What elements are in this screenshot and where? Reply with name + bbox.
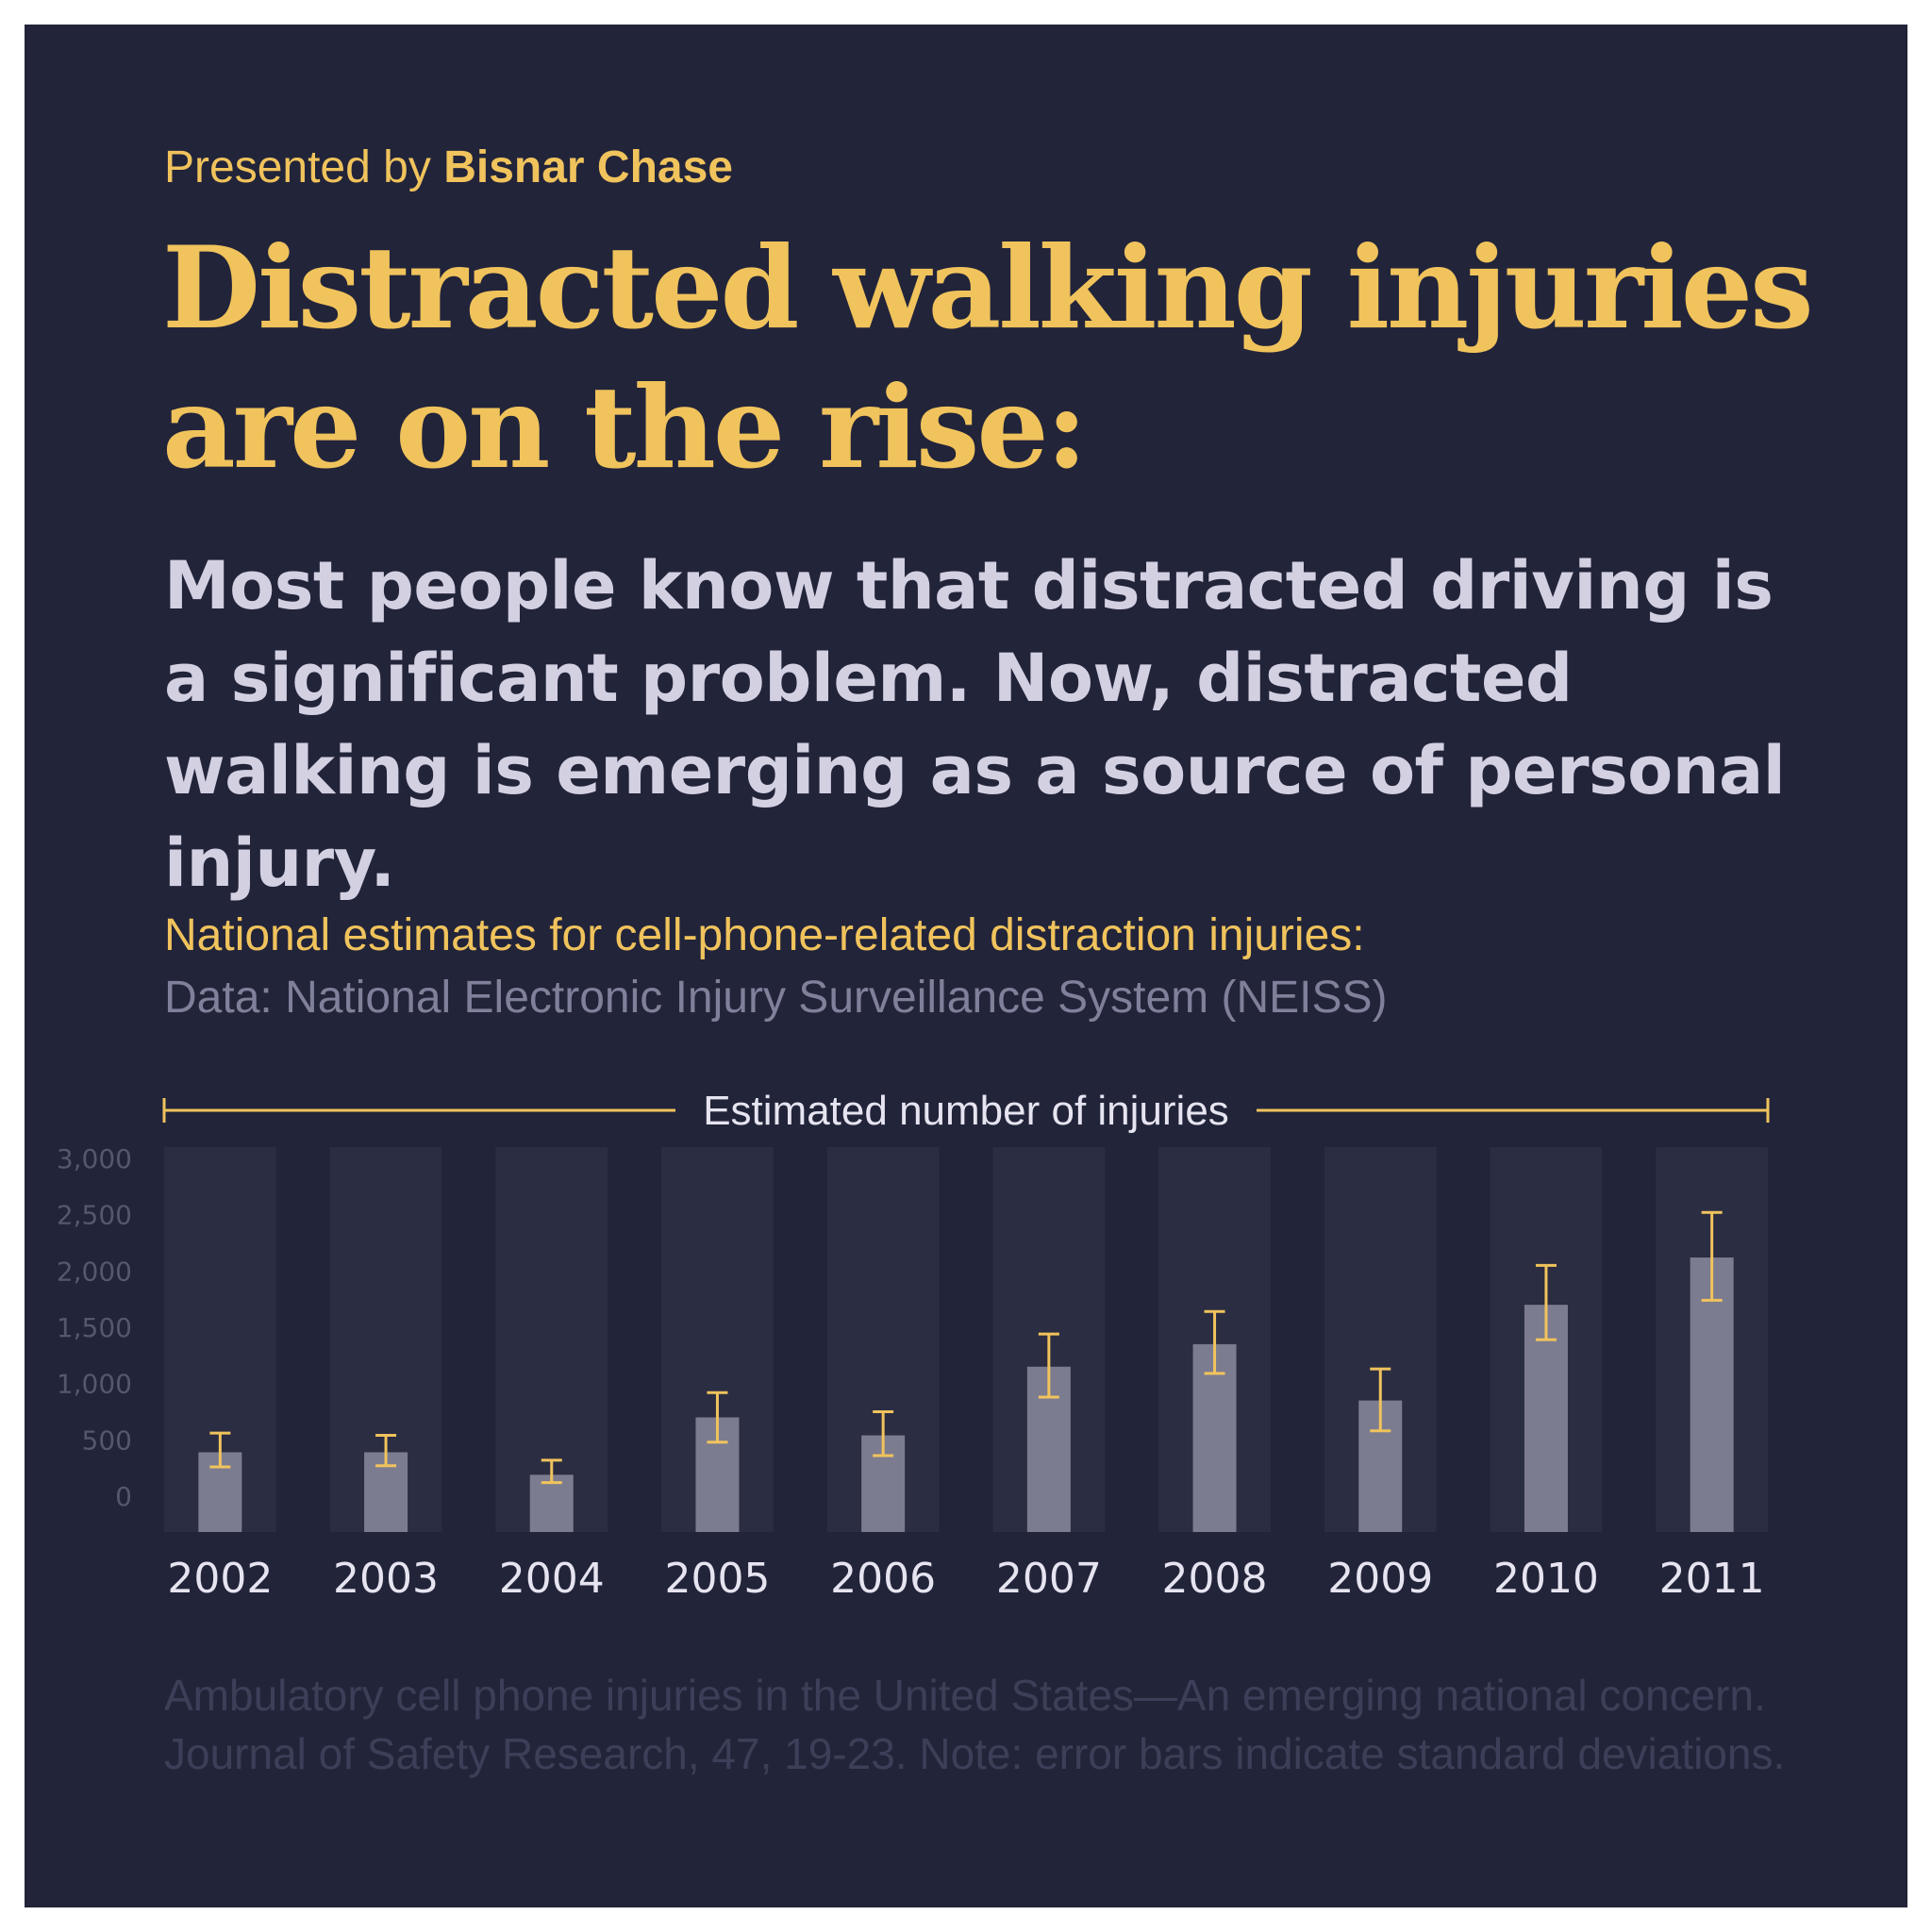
error-bar-2011 xyxy=(1701,1210,1723,1302)
y-tick-label: 0 xyxy=(115,1481,132,1512)
x-tick-label: 2006 xyxy=(830,1555,936,1603)
x-tick-label: 2009 xyxy=(1327,1555,1433,1603)
presented-prefix: Presented by xyxy=(164,142,444,192)
error-bar-2003 xyxy=(375,1434,397,1468)
y-tick-label: 3,000 xyxy=(57,1143,132,1174)
presented-by: Presented by Bisnar Chase xyxy=(164,142,733,193)
x-tick-label: 2011 xyxy=(1659,1555,1765,1603)
y-tick-label: 2,000 xyxy=(57,1256,132,1287)
bar-2010 xyxy=(1524,1305,1568,1532)
x-tick-label: 2005 xyxy=(664,1555,770,1603)
lede-paragraph: Most people know that distracted driving… xyxy=(164,547,1786,902)
y-tick-label: 1,000 xyxy=(57,1369,132,1400)
chart-source: Data: National Electronic Injury Surveil… xyxy=(164,973,1388,1023)
error-bar-2007 xyxy=(1038,1332,1059,1399)
x-tick-label: 2010 xyxy=(1493,1555,1599,1603)
x-tick-label: 2002 xyxy=(167,1555,273,1603)
footnote: Ambulatory cell phone injuries in the Un… xyxy=(164,1666,1806,1783)
error-bar-2010 xyxy=(1535,1263,1557,1341)
x-tick-label: 2008 xyxy=(1162,1555,1268,1603)
chart-header-bracket: Estimated number of injuries xyxy=(162,1088,1770,1134)
error-bar-2008 xyxy=(1204,1309,1225,1375)
footnote-line-1: Ambulatory cell phone injuries in the Un… xyxy=(164,1671,1766,1720)
chart-header-label: Estimated number of injuries xyxy=(703,1088,1229,1134)
y-tick-label: 2,500 xyxy=(57,1200,132,1231)
bar-chart: Estimated number of injuries 3,000 2,500 2… xyxy=(57,1088,1770,1603)
error-bar-2006 xyxy=(873,1410,894,1457)
brand-name: Bisnar Chase xyxy=(443,142,733,192)
headline-line-2: are on the rise: xyxy=(162,361,1088,494)
infographic-panel xyxy=(25,25,1907,1907)
bar-2008 xyxy=(1192,1343,1237,1532)
y-tick-label: 500 xyxy=(82,1424,132,1456)
error-bar-2002 xyxy=(209,1431,231,1469)
x-tick-label: 2007 xyxy=(996,1555,1102,1603)
chart-title: National estimates for cell-phone-relate… xyxy=(164,910,1365,960)
headline-line-1: Distracted walking injuries xyxy=(162,222,1814,355)
bar-2011 xyxy=(1690,1257,1734,1532)
error-bar-2005 xyxy=(707,1391,728,1444)
footnote-line-2: Journal of Safety Research, 47, 19-23. N… xyxy=(164,1729,1786,1778)
error-bar-2004 xyxy=(541,1458,562,1485)
error-bar-2009 xyxy=(1370,1367,1391,1433)
x-tick-label: 2003 xyxy=(333,1555,439,1603)
bar-2004 xyxy=(529,1474,574,1532)
headline: Distracted walking injuries are on the r… xyxy=(162,219,1823,498)
y-tick-label: 1,500 xyxy=(57,1312,132,1343)
x-tick-label: 2004 xyxy=(499,1555,605,1603)
